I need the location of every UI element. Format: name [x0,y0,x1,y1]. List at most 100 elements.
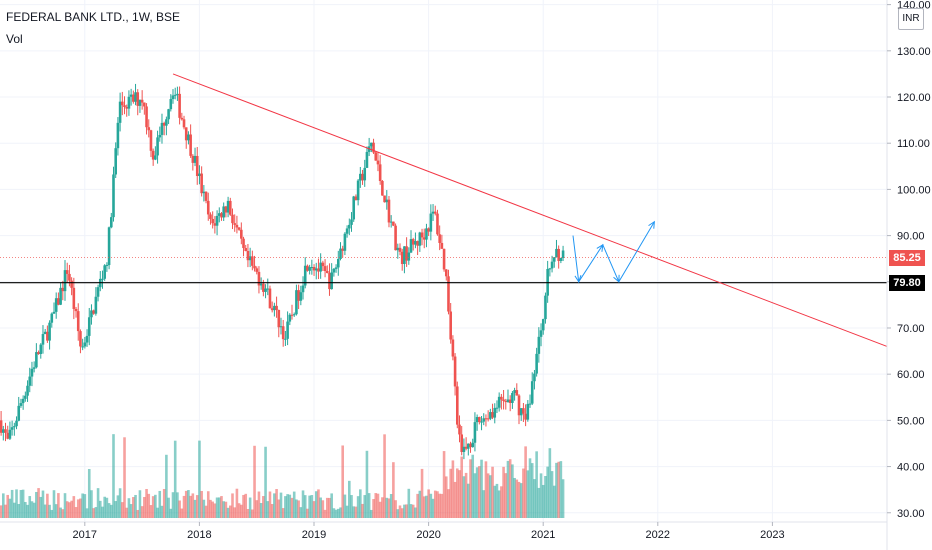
candle-body [374,152,378,161]
volume-bar [176,492,179,518]
candle-body [37,352,40,355]
volume-bar [28,496,32,518]
volume-bar [193,499,197,518]
volume-bar [552,485,556,518]
candle-body [332,268,336,273]
price-scale[interactable]: 30.0040.0050.0060.0070.0080.0090.00100.0… [887,0,931,520]
candle-body [508,399,512,403]
volume-bar [15,489,18,518]
candle-body [433,211,437,214]
currency-label[interactable]: INR [898,8,924,30]
volume-bar [79,498,82,518]
candle-body [299,292,303,301]
x-tick-label: 2020 [416,529,440,541]
candle-body [257,271,261,286]
volume-bar [363,495,367,518]
volume-bar [151,496,155,518]
volume-bar [134,494,137,518]
y-tick-label: 90.00 [897,231,925,243]
y-tick-label: 70.00 [897,323,925,335]
candle-body [61,287,65,292]
volume-bar [555,462,558,518]
candle-body [378,164,382,182]
candle-body [451,339,455,357]
volume-bar [138,490,142,518]
volume-bar [508,459,512,518]
volume-bar [154,494,157,518]
candle-body [436,213,439,235]
candle-body [107,227,111,266]
volume-bar [290,497,294,518]
time-scale[interactable]: 2017 2018 2019 2020 2021 2022 2023 [73,522,785,541]
volume-bar [348,480,351,518]
volume-bar [156,507,159,518]
candle-body [184,127,188,141]
volume-bar [539,473,543,518]
candle-body [455,386,459,425]
volume-bar [237,503,241,518]
volume-bar [136,509,140,518]
candle-body [425,228,428,240]
candle-body [215,215,219,226]
candle-body [539,330,543,337]
volume-bar [295,499,298,518]
volume-bar [213,503,217,518]
volume-bar [317,489,320,518]
volume-bar [129,504,133,518]
volume-bar [61,509,65,518]
volume-bar [537,487,541,518]
candle-body [484,418,488,420]
candle-body [552,257,556,262]
y-tick-label: 140.00 [897,0,931,12]
candle-body [43,331,47,335]
volume-bar [4,504,7,518]
candle-body [30,368,34,377]
candle-body [154,155,157,160]
volume-bar [533,479,536,518]
volume-bar [325,497,329,518]
volume-bar [59,507,62,518]
candle-body [2,429,5,433]
candle-body [453,356,457,387]
candle-body [317,268,320,272]
candle-body [251,256,254,266]
candle-body [513,390,516,393]
candle-body [35,352,38,368]
volume-bar [495,483,499,518]
candle-body [116,122,120,149]
volume-bar [273,493,276,518]
symbol-title[interactable]: FEDERAL BANK LTD., 1W, BSE [6,10,181,24]
candle-body [528,403,532,405]
candle-body [103,265,106,279]
volume-bar [167,497,170,518]
candle-body [195,155,199,177]
grid-lines [0,0,887,522]
candle-body [389,221,393,223]
volume-bar [354,506,358,518]
volume-bar [429,493,433,518]
volume-bar [453,481,457,518]
volume-bar [0,505,3,518]
volume-bar [394,500,397,518]
candle-body [438,234,441,243]
volume-bar [50,509,54,518]
volume-bar [63,493,67,518]
volume-bar [414,507,417,518]
candle-body [343,233,347,251]
candle-body [372,142,375,153]
candle-body [187,134,190,141]
volume-bar [334,509,338,518]
trend-line[interactable] [172,73,888,347]
volume-bar [341,445,344,518]
volume-bar [515,479,519,518]
candle-body [482,418,486,422]
volume-bar [52,490,56,518]
projection-arrowhead [613,274,620,283]
candle-body [134,92,137,102]
volume-bar [370,509,373,518]
candle-body [76,311,80,332]
volume-bar [420,468,424,518]
candle-body [376,160,380,165]
projection-arrowheads [574,220,655,283]
